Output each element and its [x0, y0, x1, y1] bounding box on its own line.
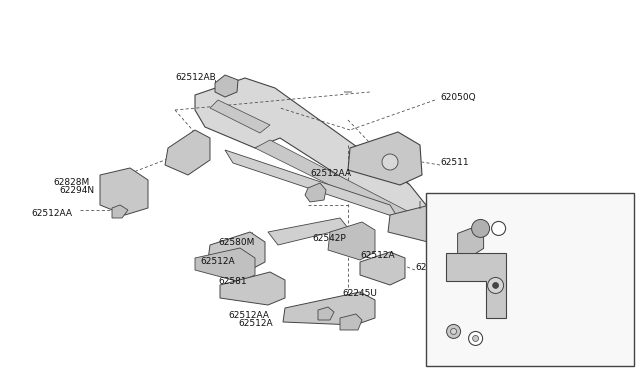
Text: 62580M: 62580M: [218, 237, 254, 247]
Text: 62542P: 62542P: [312, 234, 346, 243]
Polygon shape: [445, 253, 506, 318]
Polygon shape: [268, 218, 348, 245]
Text: 62512AB: 62512AB: [596, 334, 632, 343]
Text: E625002A: E625002A: [582, 352, 632, 362]
Polygon shape: [165, 130, 210, 175]
Polygon shape: [340, 314, 362, 330]
Circle shape: [472, 336, 479, 341]
Polygon shape: [208, 232, 265, 270]
Polygon shape: [328, 222, 375, 260]
Text: 62511: 62511: [440, 157, 468, 167]
Text: 62512AA: 62512AA: [31, 208, 72, 218]
Polygon shape: [360, 252, 405, 285]
Text: 62512AA: 62512AA: [310, 169, 351, 178]
Polygon shape: [100, 168, 148, 215]
Text: VIEW A: VIEW A: [431, 203, 467, 214]
Text: 62050Q: 62050Q: [440, 93, 476, 102]
Text: 62512A: 62512A: [238, 320, 273, 328]
Text: 08918-3082A
(1): 08918-3082A (1): [583, 222, 632, 235]
Polygon shape: [215, 75, 238, 97]
Polygon shape: [195, 248, 255, 282]
Circle shape: [451, 328, 456, 334]
Polygon shape: [225, 150, 398, 218]
Polygon shape: [305, 183, 326, 202]
FancyBboxPatch shape: [426, 193, 634, 366]
Circle shape: [492, 221, 506, 235]
Text: 62294N: 62294N: [60, 186, 95, 195]
Polygon shape: [283, 292, 375, 325]
Circle shape: [472, 219, 490, 237]
Text: 62512A: 62512A: [200, 257, 235, 266]
Text: 62511: 62511: [607, 281, 632, 290]
Polygon shape: [388, 205, 445, 242]
Polygon shape: [318, 307, 334, 320]
Polygon shape: [112, 205, 128, 218]
Text: 62512AB: 62512AB: [175, 73, 216, 82]
Text: 62581: 62581: [218, 278, 246, 286]
Circle shape: [488, 278, 504, 294]
Text: N: N: [496, 224, 502, 233]
Polygon shape: [348, 132, 422, 185]
Circle shape: [493, 282, 499, 288]
Text: 62525: 62525: [607, 237, 632, 246]
Text: 62828M: 62828M: [54, 177, 90, 186]
Text: 62512A: 62512A: [360, 250, 395, 260]
Circle shape: [382, 154, 398, 170]
Circle shape: [447, 324, 461, 339]
Polygon shape: [255, 140, 415, 220]
Polygon shape: [438, 210, 460, 228]
Polygon shape: [210, 100, 270, 133]
Text: 62058B: 62058B: [431, 339, 462, 348]
Text: 62512AA: 62512AA: [228, 311, 269, 320]
Text: 62050Q: 62050Q: [435, 225, 470, 234]
Text: 62245U: 62245U: [342, 289, 377, 298]
Polygon shape: [458, 228, 484, 253]
Circle shape: [468, 331, 483, 346]
Polygon shape: [220, 272, 285, 305]
Polygon shape: [195, 78, 430, 225]
Text: 62823M: 62823M: [415, 263, 451, 273]
